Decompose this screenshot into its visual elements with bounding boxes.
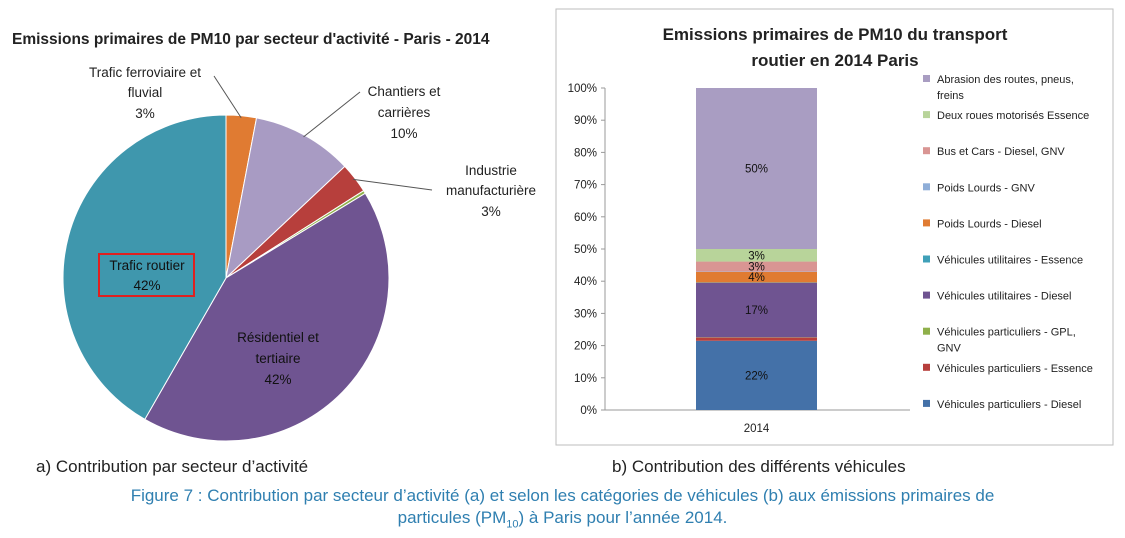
pie-pct-industrie: 3% — [481, 204, 501, 219]
pie-leader-trafic-ferroviaire — [213, 75, 242, 118]
bar-segment — [696, 271, 817, 283]
pie-leader-chantiers — [303, 91, 361, 138]
pie-label-trafic-routier: Trafic routier — [109, 258, 185, 273]
pie-slice-residentiel — [144, 192, 390, 442]
legend-label: Véhicules utilitaires - Essence — [937, 255, 1083, 267]
legend-label: Bus et Cars - Diesel, GNV — [937, 146, 1065, 158]
pie-label-chantiers: carrières — [378, 105, 431, 120]
pie-chart — [62, 114, 390, 442]
bar-segment — [696, 337, 817, 341]
pie-label-industrie: Industrie — [465, 163, 517, 178]
y-tick-label: 90% — [574, 115, 597, 127]
legend-label: freins — [937, 90, 964, 102]
x-tick-label: 2014 — [744, 423, 770, 435]
figure-caption-pre: particules (PM — [397, 508, 507, 527]
legend-label: Véhicules particuliers - GPL, — [937, 327, 1076, 339]
y-tick-label: 40% — [574, 276, 597, 288]
legend-swatch — [923, 291, 930, 299]
y-tick-label: 80% — [574, 147, 597, 159]
pie-pct-chantiers: 10% — [390, 126, 417, 141]
bar-legend: Abrasion des routes, pneus, freins Deux ro… — [923, 74, 1093, 411]
y-tick-label: 100% — [568, 83, 597, 95]
bar-chart-frame — [555, 8, 1114, 446]
figure-caption-line1: Figure 7 : Contribution par secteur d’ac… — [130, 486, 995, 505]
bar-title-line2: routier en 2014 Paris — [751, 51, 918, 70]
bar-segment-label: 4% — [748, 272, 765, 284]
pie-pct-trafic-ferroviaire: 3% — [135, 106, 155, 121]
figure-caption-sub: 10 — [506, 518, 519, 531]
pie-pct-trafic-routier: 42% — [133, 278, 160, 293]
legend-swatch — [923, 255, 930, 263]
y-tick-label: 0% — [580, 405, 597, 417]
legend-swatch — [923, 111, 930, 119]
legend-swatch — [923, 363, 930, 371]
caption-b: b) Contribution des différents véhicules — [612, 457, 906, 476]
legend-label: Deux roues motorisés Essence — [937, 110, 1089, 122]
pie-label-industrie: manufacturière — [446, 183, 536, 198]
figure-caption-line2: particules (PM10) à Paris pour l’année 2… — [0, 507, 1125, 535]
pie-highlight-box — [98, 253, 195, 297]
bar-segment-label: 50% — [745, 164, 768, 176]
bar-segment — [696, 88, 817, 249]
y-tick-label: 20% — [574, 341, 597, 353]
legend-label: Abrasion des routes, pneus, — [937, 74, 1074, 86]
pie-label-chantiers: Chantiers et — [368, 84, 441, 99]
legend-label: Véhicules particuliers - Essence — [937, 363, 1093, 375]
legend-swatch — [923, 399, 930, 407]
caption-a: a) Contribution par secteur d’activité — [36, 457, 309, 476]
pie-label-residentiel: Résidentiel et — [237, 330, 319, 345]
pie-leader-industrie — [353, 178, 433, 191]
y-tick-label: 10% — [574, 373, 597, 385]
pie-title: Emissions primaires de PM10 par secteur … — [12, 31, 490, 48]
bar-segment-label: 22% — [745, 370, 768, 382]
legend-label: Poids Lourds - Diesel — [937, 218, 1042, 230]
pie-label-residentiel: tertiaire — [255, 351, 300, 366]
y-tick-label: 30% — [574, 308, 597, 320]
bar-segment — [696, 282, 817, 338]
legend-label: GNV — [937, 343, 962, 355]
legend-swatch — [923, 327, 930, 335]
legend-swatch — [923, 147, 930, 155]
legend-swatch — [923, 219, 930, 227]
bar-segment — [696, 340, 817, 410]
bar-segment-label: 17% — [745, 305, 768, 317]
pie-labels: Trafic ferroviaire et fluvial 3% Chantiers … — [89, 65, 536, 387]
y-tick-label: 50% — [574, 244, 597, 256]
legend-swatch — [923, 75, 930, 82]
pie-label-trafic-ferroviaire: Trafic ferroviaire et — [89, 65, 201, 80]
y-tick-label: 60% — [574, 212, 597, 224]
pie-slice-chantiers — [225, 117, 346, 280]
bar-segment — [696, 261, 817, 272]
bar-title-line1: Emissions primaires de PM10 du transport — [663, 25, 1008, 44]
legend-label: Poids Lourds - GNV — [937, 182, 1035, 194]
pie-label-trafic-ferroviaire: fluvial — [128, 85, 163, 100]
bar-segment — [696, 249, 817, 262]
legend-label: Véhicules utilitaires - Diesel — [937, 291, 1072, 303]
figure-caption-post: ) à Paris pour l’année 2014. — [518, 508, 728, 527]
stacked-bar-chart: 0% 10% 20% 30% 40% 50% 60% 70% 80% 90% 100% 22% 17% 4… — [568, 83, 910, 435]
pie-slice-trafic-routier — [62, 114, 227, 421]
bar-segment-label: 3% — [748, 262, 765, 274]
bar-segment-label: 3% — [748, 250, 765, 262]
pie-pct-residentiel: 42% — [264, 372, 291, 387]
legend-swatch — [923, 183, 930, 191]
legend-label: Véhicules particuliers - Diesel — [937, 399, 1081, 411]
y-tick-label: 70% — [574, 180, 597, 192]
